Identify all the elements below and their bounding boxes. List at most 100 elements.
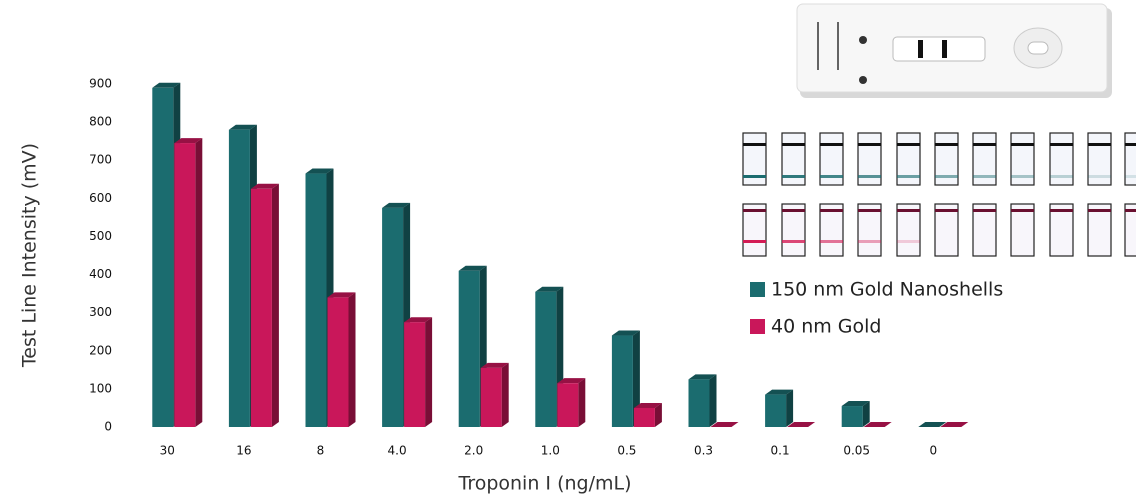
x-axis-title: Troponin I (ng/mL) bbox=[458, 473, 632, 495]
test-line bbox=[897, 175, 920, 178]
bar-side bbox=[786, 390, 793, 427]
test-line bbox=[1088, 175, 1111, 178]
test-line bbox=[782, 240, 805, 243]
y-tick-label: 500 bbox=[89, 229, 112, 243]
test-strips bbox=[743, 133, 1136, 256]
bar-side bbox=[272, 184, 279, 427]
bar-front bbox=[306, 174, 327, 427]
bar-front bbox=[535, 292, 556, 427]
control-line bbox=[897, 143, 920, 146]
legend-swatch bbox=[750, 282, 765, 297]
x-tick-label: 2.0 bbox=[464, 444, 483, 458]
y-tick-label: 800 bbox=[89, 115, 112, 129]
control-line bbox=[782, 143, 805, 146]
bar-front bbox=[251, 189, 272, 427]
control-line bbox=[935, 143, 958, 146]
x-tick-label: 8 bbox=[317, 444, 325, 458]
bar bbox=[251, 184, 279, 427]
x-tick-label: 30 bbox=[160, 444, 175, 458]
y-tick-label: 100 bbox=[89, 381, 112, 395]
test-line bbox=[782, 175, 805, 178]
bar-front bbox=[842, 406, 863, 427]
test-line bbox=[743, 175, 766, 178]
bar-front bbox=[481, 368, 502, 427]
bar bbox=[765, 390, 793, 427]
y-tick-label: 200 bbox=[89, 343, 112, 357]
bar bbox=[842, 401, 870, 427]
control-line bbox=[973, 143, 996, 146]
test-line bbox=[820, 240, 843, 243]
control-line bbox=[1050, 209, 1073, 212]
bar-side bbox=[710, 374, 717, 427]
y-tick-label: 0 bbox=[104, 420, 112, 434]
test-line bbox=[743, 240, 766, 243]
bar-front bbox=[404, 322, 425, 427]
y-tick-label: 600 bbox=[89, 191, 112, 205]
y-tick-label: 700 bbox=[89, 153, 112, 167]
bar-side bbox=[578, 378, 585, 427]
control-line bbox=[743, 209, 766, 212]
bar-front bbox=[689, 379, 710, 427]
bar-front bbox=[382, 208, 403, 427]
control-line bbox=[973, 209, 996, 212]
control-line bbox=[820, 209, 843, 212]
bar-front bbox=[459, 271, 480, 427]
test-cassette bbox=[797, 4, 1112, 98]
x-tick-label: 0.5 bbox=[617, 444, 636, 458]
x-tick-label: 16 bbox=[236, 444, 251, 458]
bar bbox=[634, 403, 662, 427]
control-line bbox=[1125, 143, 1136, 146]
control-line bbox=[1011, 209, 1034, 212]
bar-side bbox=[349, 292, 356, 427]
bar-side bbox=[195, 138, 202, 427]
control-line bbox=[1011, 143, 1034, 146]
bar-side bbox=[502, 363, 509, 427]
y-axis-title: Test Line Intensity (mV) bbox=[19, 143, 41, 368]
x-tick-label: 1.0 bbox=[541, 444, 560, 458]
y-tick-label: 400 bbox=[89, 267, 112, 281]
control-line bbox=[897, 209, 920, 212]
control-line bbox=[1088, 209, 1111, 212]
bar-front bbox=[229, 130, 250, 427]
test-line bbox=[820, 175, 843, 178]
control-line bbox=[1050, 143, 1073, 146]
bar bbox=[404, 317, 432, 427]
bar-front bbox=[612, 336, 633, 427]
chart: Test Line Intensity (mV) Troponin I (ng/… bbox=[0, 0, 1136, 502]
bar-front bbox=[557, 383, 578, 427]
test-line bbox=[897, 240, 920, 243]
legend-label: 150 nm Gold Nanoshells bbox=[771, 279, 1003, 301]
control-line bbox=[820, 143, 843, 146]
bar bbox=[557, 378, 585, 427]
control-line bbox=[858, 143, 881, 146]
legend-swatch bbox=[750, 319, 765, 334]
control-line bbox=[1088, 143, 1111, 146]
control-line bbox=[743, 143, 766, 146]
y-tick-label: 900 bbox=[89, 77, 112, 91]
bar-side bbox=[425, 317, 432, 427]
test-line bbox=[935, 175, 958, 178]
test-line bbox=[1050, 175, 1073, 178]
bar bbox=[174, 138, 202, 427]
y-tick-label: 300 bbox=[89, 305, 112, 319]
test-line bbox=[1125, 175, 1136, 178]
control-line bbox=[858, 209, 881, 212]
x-tick-label: 0 bbox=[929, 444, 937, 458]
control-line bbox=[935, 209, 958, 212]
x-tick-label: 0.3 bbox=[694, 444, 713, 458]
test-line bbox=[858, 240, 881, 243]
bar-front bbox=[765, 395, 786, 427]
test-line bbox=[1011, 175, 1034, 178]
test-line bbox=[973, 175, 996, 178]
test-line bbox=[858, 175, 881, 178]
bar-front bbox=[152, 88, 173, 427]
bar-front bbox=[328, 297, 349, 427]
control-line bbox=[782, 209, 805, 212]
bar-front bbox=[174, 143, 195, 427]
bar bbox=[481, 363, 509, 427]
x-tick-label: 4.0 bbox=[388, 444, 407, 458]
x-tick-label: 0.05 bbox=[843, 444, 870, 458]
control-line bbox=[1125, 209, 1136, 212]
bar bbox=[689, 374, 717, 427]
legend-label: 40 nm Gold bbox=[771, 316, 882, 338]
